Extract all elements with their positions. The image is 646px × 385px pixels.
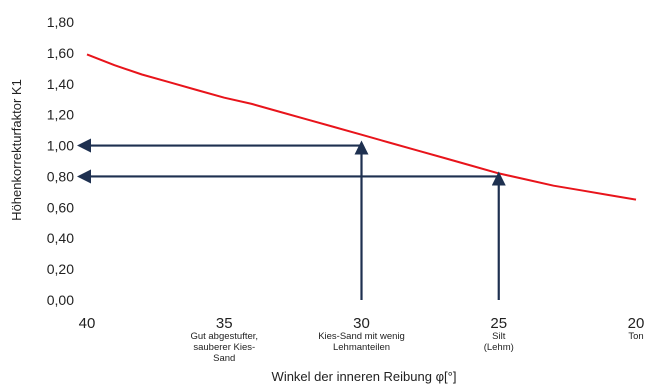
y-tick-label: 0,40 <box>47 230 74 246</box>
soil-label: Kies-Sand mit wenig <box>318 331 405 342</box>
series-line <box>86 53 637 201</box>
x-tick-label: 40 <box>79 315 96 332</box>
y-tick-label: 1,20 <box>47 107 74 123</box>
soil-label: sauberer Kies- <box>193 342 255 353</box>
series-layer <box>86 53 637 201</box>
y-tick-label: 1,80 <box>47 14 74 30</box>
soil-label: (Lehm) <box>484 342 514 353</box>
x-tick-label: 20 <box>628 315 645 332</box>
x-axis-ticks: 40 35 30 25 20 <box>79 315 645 332</box>
y-tick-label: 1,40 <box>47 76 74 92</box>
y-tick-label: 0,00 <box>47 292 74 308</box>
reference-arrows <box>77 138 506 300</box>
soil-label: Lehmanteilen <box>333 342 390 353</box>
x-tick-label: 30 <box>353 315 370 332</box>
soil-labels: Gut abgestufter,sauberer Kies-Sand Kies-S… <box>190 331 643 364</box>
x-tick-label: 25 <box>490 315 507 332</box>
soil-label: Sand <box>213 353 235 364</box>
y-tick-label: 0,20 <box>47 261 74 277</box>
soil-label: Ton <box>628 331 643 342</box>
y-tick-label: 0,60 <box>47 199 74 215</box>
soil-label: Silt <box>492 331 506 342</box>
y-axis-ticks: 0,00 0,20 0,40 0,60 0,80 1,00 1,20 1,40 1,60 1,80 <box>47 14 74 308</box>
y-tick-label: 1,60 <box>47 45 74 61</box>
y-tick-label: 0,80 <box>47 168 74 184</box>
x-axis-title: Winkel der inneren Reibung φ[°] <box>272 369 457 384</box>
y-axis-title: Höhenkorrekturfaktor K1 <box>9 79 24 221</box>
soil-label: Gut abgestufter, <box>190 331 258 342</box>
x-tick-label: 35 <box>216 315 233 332</box>
y-tick-label: 1,00 <box>47 138 74 154</box>
